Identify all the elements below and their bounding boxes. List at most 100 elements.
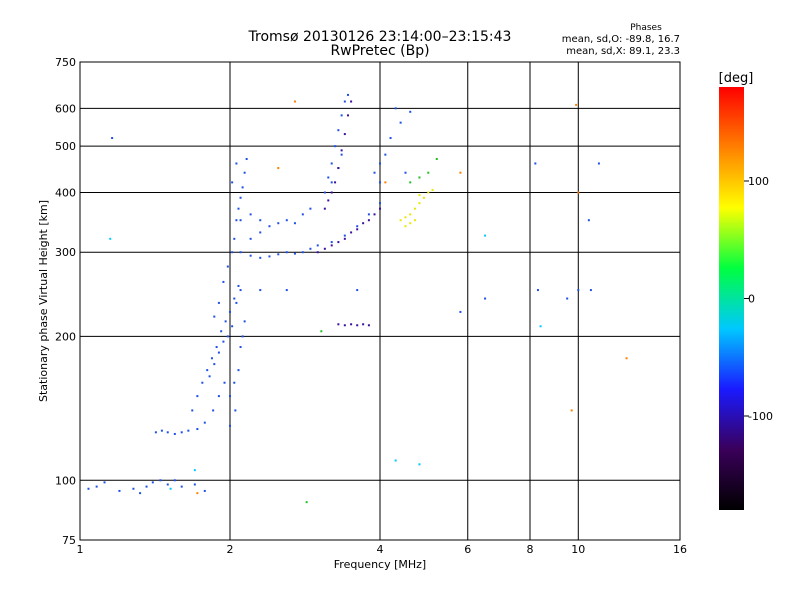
chart-title: Tromsø 20130126 23:14:00–23:15:43 — [248, 29, 512, 45]
data-point — [330, 241, 333, 244]
data-point — [196, 492, 199, 495]
data-point — [316, 244, 319, 247]
data-point — [330, 181, 333, 184]
data-point — [259, 231, 262, 234]
colorbar-ticks: 100 0 -100 — [744, 175, 773, 423]
phase-stats-x: mean, sd,X: 89.1, 23.3 — [566, 46, 680, 57]
data-point — [625, 357, 628, 360]
x-axis-label: Frequency [MHz] — [334, 558, 426, 571]
data-point — [210, 357, 213, 360]
data-point — [484, 234, 487, 237]
data-point — [418, 176, 421, 179]
y-tick-label: 500 — [55, 140, 76, 153]
data-point — [409, 213, 412, 216]
data-point — [235, 219, 238, 222]
data-point — [399, 121, 402, 124]
y-tick-label: 100 — [55, 474, 76, 487]
data-point — [399, 219, 402, 222]
data-point — [220, 330, 223, 333]
y-tick-label: 75 — [62, 534, 76, 547]
data-point — [217, 301, 220, 304]
data-point — [362, 323, 365, 326]
data-point — [160, 429, 163, 432]
y-tick-label: 400 — [55, 186, 76, 199]
data-point — [409, 110, 412, 113]
data-point — [323, 247, 326, 250]
data-point — [151, 481, 154, 484]
data-point — [233, 297, 236, 300]
data-point — [570, 409, 573, 412]
data-point — [301, 251, 304, 254]
data-point — [367, 219, 370, 222]
data-point — [166, 483, 169, 486]
data-point — [589, 289, 592, 292]
data-point — [330, 162, 333, 165]
data-point — [293, 252, 296, 255]
data-point — [180, 485, 183, 488]
data-point — [193, 483, 196, 486]
colorbar — [719, 87, 744, 510]
data-point — [249, 213, 252, 216]
data-point — [340, 149, 343, 152]
data-point — [154, 431, 157, 434]
data-point — [285, 219, 288, 222]
data-point — [356, 289, 359, 292]
data-point — [233, 381, 236, 384]
data-point — [343, 133, 346, 136]
data-point — [145, 485, 148, 488]
phase-stats-o: mean, sd,O: -89.8, 16.7 — [562, 34, 680, 45]
data-point — [384, 181, 387, 184]
y-tick-label: 750 — [55, 56, 76, 69]
data-point — [404, 216, 407, 219]
colorbar-tick-label: -100 — [748, 410, 773, 423]
data-point — [259, 256, 262, 259]
data-point — [118, 489, 121, 492]
x-tick-label: 6 — [464, 543, 471, 556]
data-point — [277, 222, 280, 225]
data-point — [241, 335, 244, 338]
data-point — [427, 191, 430, 194]
data-point — [231, 181, 234, 184]
data-point — [237, 207, 240, 210]
data-point — [534, 162, 537, 165]
data-point — [379, 207, 381, 210]
data-point — [337, 323, 340, 326]
data-point — [239, 196, 242, 199]
data-point — [231, 325, 234, 328]
data-point — [309, 247, 312, 250]
data-point — [305, 501, 308, 504]
data-point — [431, 188, 434, 191]
data-point — [346, 114, 349, 117]
data-point — [350, 323, 353, 326]
colorbar-tick-label: 0 — [748, 293, 755, 306]
data-point — [213, 363, 216, 366]
data-point — [343, 100, 346, 103]
x-tick-label: 4 — [377, 543, 384, 556]
data-point — [373, 213, 376, 216]
data-point — [394, 107, 397, 110]
data-point — [111, 137, 114, 140]
data-point — [226, 265, 229, 268]
data-point — [229, 424, 231, 427]
x-tick-label: 2 — [227, 543, 234, 556]
data-point — [293, 222, 296, 225]
data-point — [243, 171, 246, 174]
data-point — [132, 487, 135, 490]
data-point — [389, 137, 392, 140]
chart-subtitle: RwPretec (Bp) — [330, 43, 429, 59]
data-point — [327, 176, 330, 179]
data-point — [193, 469, 196, 472]
data-point — [350, 231, 353, 234]
data-point — [337, 167, 340, 170]
data-point — [180, 431, 183, 434]
data-point — [208, 375, 211, 378]
data-point — [259, 219, 262, 222]
data-point — [334, 145, 337, 148]
data-point — [233, 237, 236, 240]
data-point — [237, 284, 240, 287]
data-point — [235, 301, 238, 304]
data-point — [239, 289, 242, 292]
data-point — [394, 459, 397, 462]
data-point — [268, 225, 271, 228]
